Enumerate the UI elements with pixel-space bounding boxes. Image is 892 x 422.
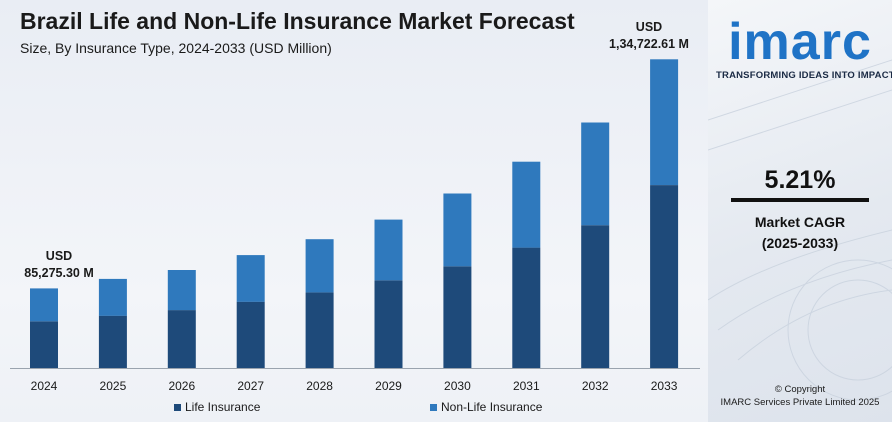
legend-swatch-life — [174, 403, 181, 411]
bar-non-life-2024 — [30, 288, 58, 322]
bar-life-2028 — [305, 292, 334, 368]
bar-non-life-2025 — [98, 278, 127, 316]
bar-life-2026 — [167, 310, 196, 368]
bar-non-life-2027 — [236, 255, 265, 302]
logo-wordmark: imarc — [728, 13, 872, 71]
x-tick-label-2030: 2030 — [444, 379, 471, 393]
cagr-label: Market CAGR (2025-2033) — [708, 212, 892, 254]
bar-non-life-2031 — [512, 161, 541, 248]
cagr-label-line2: (2025-2033) — [761, 235, 839, 251]
bar-life-2032 — [581, 225, 610, 368]
bar-chart: 2024 2025 2026 2027 2028 2029 2030 2031 2032 2033 — [10, 59, 700, 393]
cagr-value: 5.21% — [764, 166, 836, 194]
x-tick-label-2028: 2028 — [306, 379, 333, 393]
legend-label-non-life: Non-Life Insurance — [441, 400, 543, 414]
annotation-2024: USD 85,275.30 M — [4, 248, 114, 282]
logo-tagline: TRANSFORMING IDEAS INTO IMPACT — [716, 70, 892, 81]
bar-life-2031 — [512, 247, 541, 368]
bar-life-2029 — [374, 280, 403, 368]
side-panel — [708, 0, 892, 422]
cagr-divider — [731, 198, 869, 202]
x-tick-label-2025: 2025 — [100, 379, 127, 393]
annotation-currency-2024: USD — [45, 249, 73, 264]
annotation-value-2024: 85,275.30 M — [24, 266, 94, 281]
x-tick-label-2026: 2026 — [168, 379, 195, 393]
imarc-logo: imarc TRANSFORMING IDEAS INTO IMPACT — [716, 13, 892, 81]
copyright-line1: © Copyright — [774, 384, 826, 395]
bar-life-2030 — [443, 266, 472, 368]
legend-swatch-non-life — [430, 403, 437, 411]
decorative-background-graphic — [708, 59, 892, 401]
legend-item-non-life: Non-Life Insurance — [430, 400, 542, 414]
chart-subtitle: Size, By Insurance Type, 2024-2033 (USD … — [20, 40, 332, 56]
bar-non-life-2032 — [581, 122, 610, 226]
legend-label-life: Life Insurance — [185, 400, 261, 414]
bar-life-2024 — [30, 321, 58, 368]
bar-non-life-2033 — [650, 59, 679, 185]
chart-title: Brazil Life and Non-Life Insurance Marke… — [20, 8, 575, 34]
bar-life-2027 — [236, 301, 265, 368]
annotation-currency-2033: USD — [635, 20, 663, 35]
annotation-2033: USD 1,34,722.61 M — [594, 19, 704, 53]
bar-non-life-2028 — [305, 239, 334, 293]
annotation-value-2033: 1,34,722.61 M — [609, 37, 689, 52]
bar-non-life-2029 — [374, 219, 403, 281]
x-tick-label-2027: 2027 — [237, 379, 264, 393]
x-tick-label-2029: 2029 — [375, 379, 402, 393]
x-tick-label-2024: 2024 — [31, 379, 58, 393]
copyright: © Copyright IMARC Services Private Limit… — [708, 383, 892, 409]
x-tick-label-2033: 2033 — [651, 379, 678, 393]
bar-non-life-2026 — [167, 270, 196, 311]
legend-item-life: Life Insurance — [174, 400, 260, 414]
bar-life-2025 — [98, 315, 127, 368]
copyright-line2: IMARC Services Private Limited 2025 — [720, 397, 880, 408]
bar-non-life-2030 — [443, 193, 472, 267]
x-tick-label-2031: 2031 — [513, 379, 540, 393]
bar-life-2033 — [650, 185, 679, 368]
cagr-label-line1: Market CAGR — [754, 214, 846, 230]
x-tick-label-2032: 2032 — [582, 379, 609, 393]
